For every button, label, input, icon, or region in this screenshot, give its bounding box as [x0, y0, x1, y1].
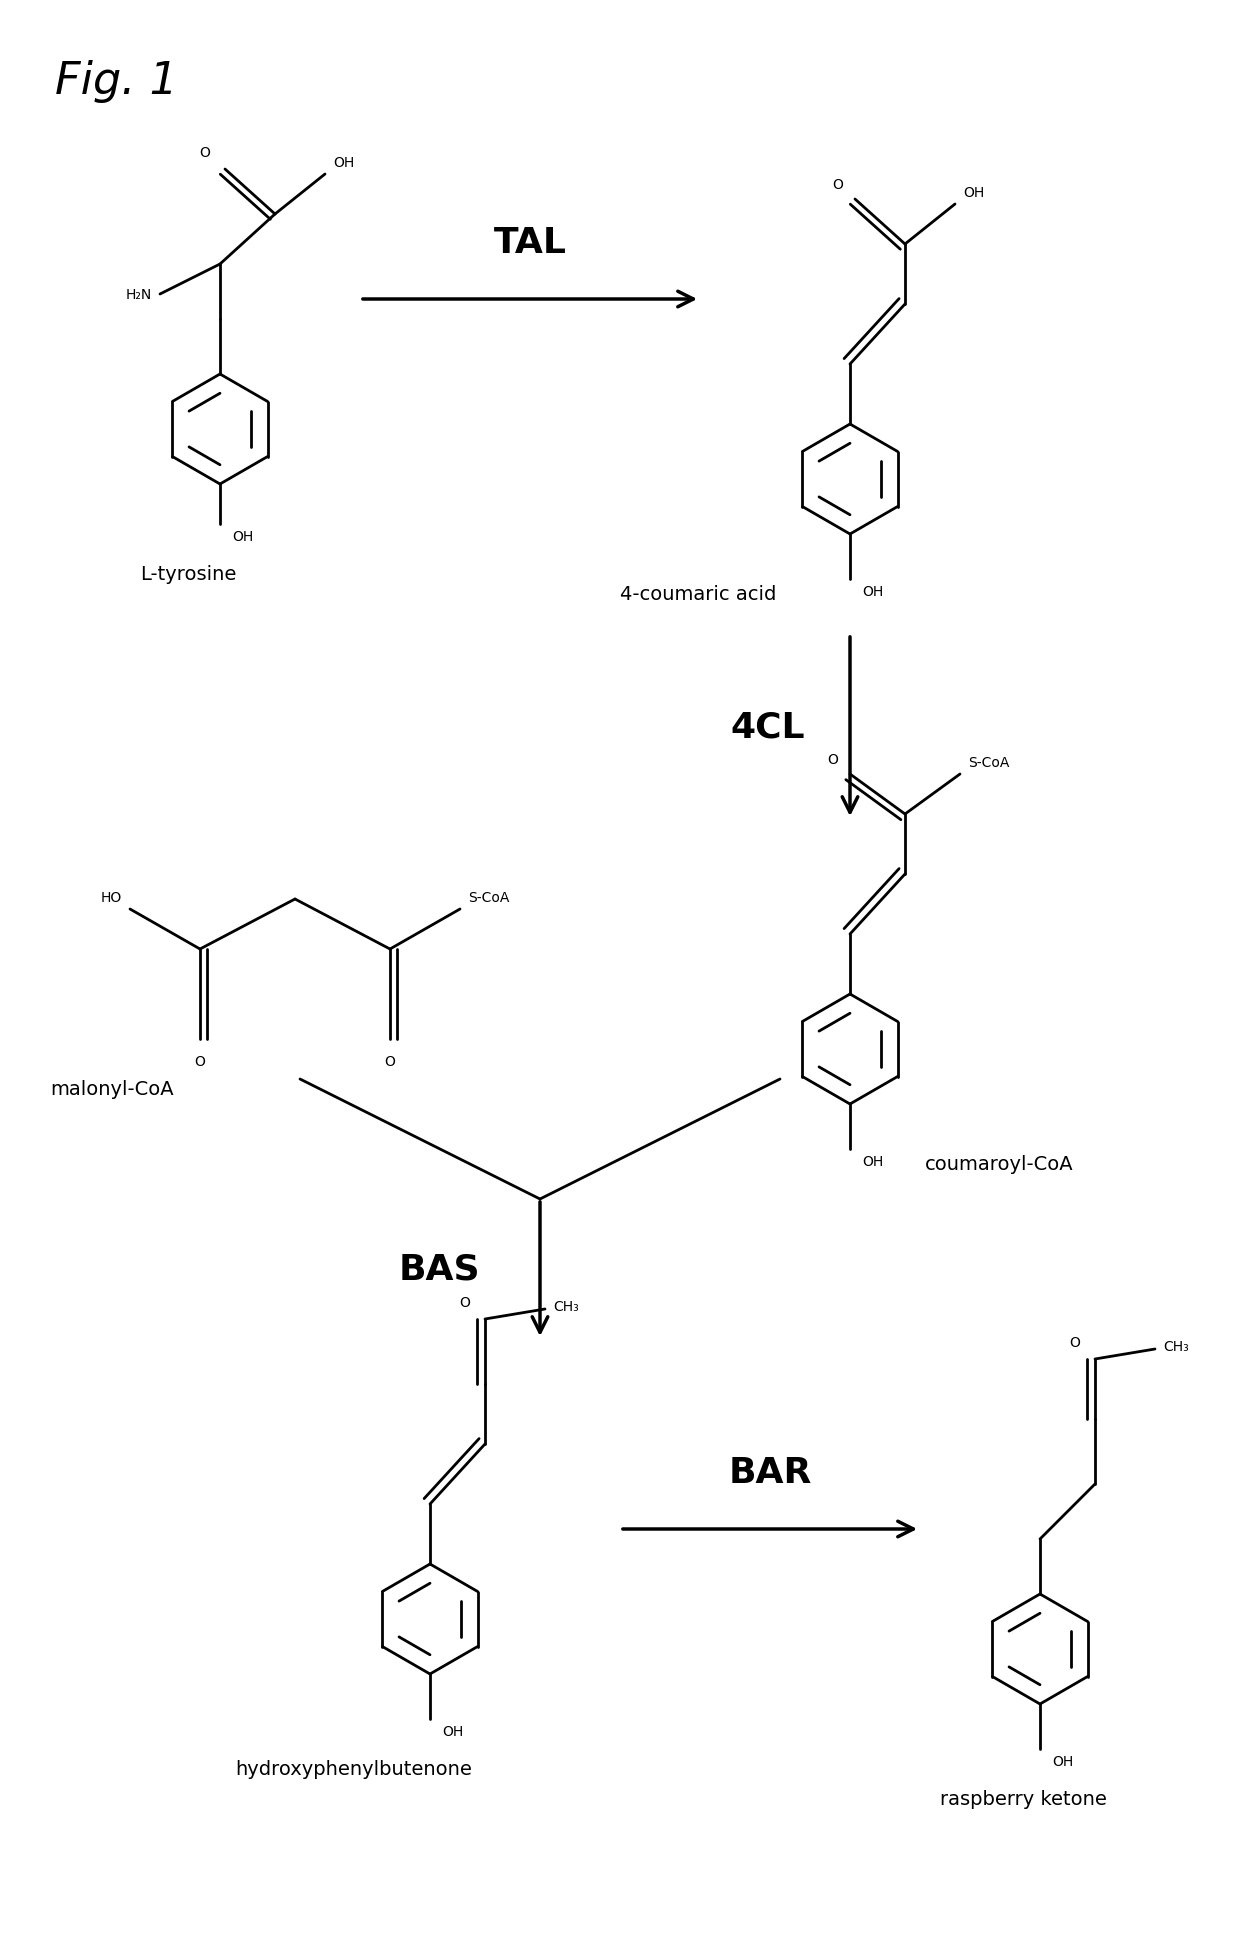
Text: OH: OH [334, 156, 355, 169]
Text: Fig. 1: Fig. 1 [55, 60, 177, 103]
Text: O: O [827, 752, 838, 768]
Text: O: O [1069, 1334, 1080, 1350]
Text: 4-coumaric acid: 4-coumaric acid [620, 584, 776, 604]
Text: L-tyrosine: L-tyrosine [140, 565, 237, 584]
Text: OH: OH [232, 530, 253, 543]
Text: BAS: BAS [398, 1253, 480, 1286]
Text: OH: OH [441, 1724, 464, 1738]
Text: S-CoA: S-CoA [968, 756, 1009, 769]
Text: 4CL: 4CL [730, 711, 805, 744]
Text: OH: OH [862, 584, 883, 598]
Text: O: O [200, 146, 210, 160]
Text: H₂N: H₂N [125, 288, 153, 302]
Text: O: O [384, 1054, 396, 1068]
Text: BAR: BAR [728, 1455, 812, 1488]
Text: malonyl-CoA: malonyl-CoA [50, 1079, 174, 1099]
Text: OH: OH [862, 1155, 883, 1169]
Text: S-CoA: S-CoA [467, 890, 510, 904]
Text: CH₃: CH₃ [553, 1299, 579, 1313]
Text: hydroxyphenylbutenone: hydroxyphenylbutenone [236, 1759, 472, 1779]
Text: coumaroyl-CoA: coumaroyl-CoA [925, 1155, 1074, 1173]
Text: raspberry ketone: raspberry ketone [940, 1788, 1107, 1808]
Text: O: O [832, 177, 843, 193]
Text: OH: OH [1052, 1753, 1074, 1769]
Text: OH: OH [963, 185, 985, 201]
Text: O: O [459, 1295, 470, 1309]
Text: CH₃: CH₃ [1163, 1340, 1189, 1354]
Text: HO: HO [100, 890, 122, 904]
Text: O: O [195, 1054, 206, 1068]
Text: TAL: TAL [494, 226, 567, 259]
